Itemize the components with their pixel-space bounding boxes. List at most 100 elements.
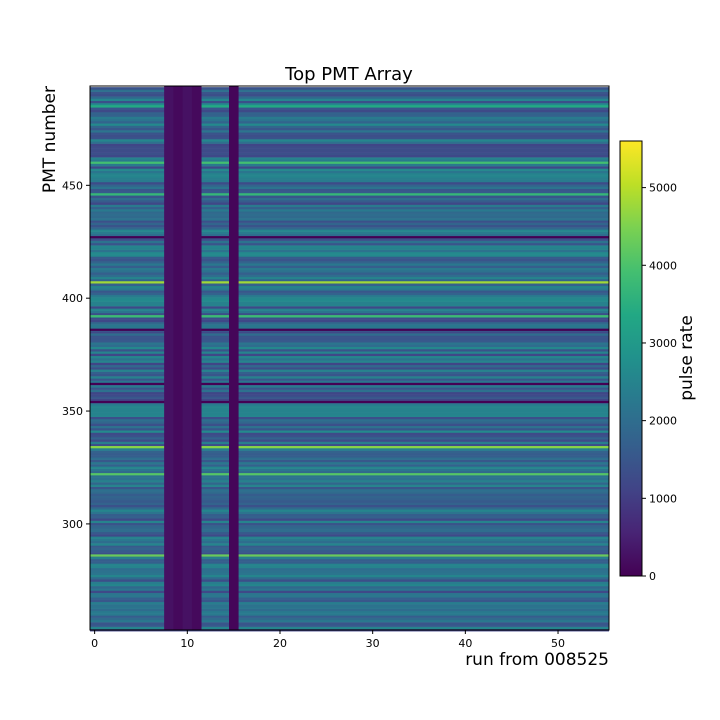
- pmt-row: [90, 409, 609, 413]
- pmt-row: [90, 145, 609, 149]
- pmt-row: [90, 285, 609, 289]
- pmt-row: [90, 477, 609, 481]
- pmt-row: [90, 475, 609, 478]
- pmt-row: [90, 102, 609, 106]
- pmt-row: [90, 360, 609, 363]
- pmt-row: [90, 89, 609, 92]
- pmt-row: [90, 339, 609, 343]
- pmt-row: [90, 466, 609, 469]
- plot-frame: [89, 85, 610, 631]
- pmt-row: [90, 396, 609, 399]
- pmt-row: [90, 136, 609, 140]
- pmt-row: [90, 570, 609, 573]
- y-tick-label: 400: [62, 292, 83, 305]
- pmt-row: [90, 373, 609, 377]
- pmt-row: [90, 622, 609, 625]
- pmt-row: [90, 543, 609, 546]
- pmt-row: [90, 561, 609, 564]
- pmt-row: [90, 482, 609, 485]
- pmt-row: [90, 423, 609, 427]
- x-tick-label: 0: [91, 637, 98, 650]
- pmt-row: [90, 114, 609, 117]
- pmt-row: [90, 120, 609, 124]
- pmt-row: [90, 172, 609, 176]
- pmt-row: [90, 326, 609, 329]
- pmt-row: [90, 168, 609, 171]
- pmt-row: [90, 179, 609, 183]
- pmt-row: [90, 308, 609, 311]
- pmt-row: [90, 545, 609, 548]
- pmt-row: [90, 148, 609, 151]
- pmt-row: [90, 583, 609, 587]
- pmt-row: [90, 610, 609, 614]
- pmt-row: [90, 303, 609, 307]
- hot-pmt-row: [90, 473, 609, 476]
- pmt-row: [90, 450, 609, 454]
- pmt-row: [90, 540, 609, 544]
- pmt-row: [90, 353, 609, 357]
- pmt-row: [90, 204, 609, 208]
- pmt-row: [90, 464, 609, 467]
- pmt-row: [90, 405, 609, 408]
- pmt-row: [90, 290, 609, 293]
- hot-pmt-row: [90, 446, 609, 449]
- pmt-row: [90, 269, 609, 273]
- pmt-row: [90, 91, 609, 95]
- pmt-row: [90, 369, 609, 372]
- pmt-row: [90, 534, 609, 537]
- pmt-row: [90, 588, 609, 591]
- pmt-row: [90, 294, 609, 298]
- pmt-row: [90, 342, 609, 345]
- pmt-row: [90, 556, 609, 560]
- x-tick-label: 10: [180, 637, 194, 650]
- pmt-row: [90, 116, 609, 120]
- pmt-row: [90, 118, 609, 122]
- dead-pmt-row: [90, 328, 609, 331]
- pmt-row: [90, 439, 609, 442]
- pmt-row: [90, 139, 609, 142]
- pmt-row: [90, 87, 609, 90]
- pmt-row: [90, 486, 609, 490]
- pmt-row: [90, 613, 609, 616]
- pmt-row: [90, 299, 609, 302]
- pmt-row: [90, 608, 609, 612]
- pmt-row: [90, 141, 609, 144]
- pmt-row: [90, 238, 609, 241]
- pmt-row: [90, 186, 609, 190]
- pmt-row: [90, 448, 609, 451]
- colorbar-tick-label: 5000: [649, 182, 677, 195]
- pmt-row: [90, 272, 609, 275]
- pmt-row: [90, 125, 609, 129]
- pmt-row: [90, 529, 609, 533]
- pmt-row: [90, 493, 609, 496]
- pmt-row: [90, 425, 609, 429]
- pmt-row: [90, 197, 609, 201]
- pmt-row: [90, 134, 609, 138]
- pmt-row: [90, 407, 609, 411]
- x-tick-label: 50: [551, 637, 565, 650]
- pmt-row: [90, 371, 609, 375]
- pmt-row: [90, 520, 609, 524]
- pmt-row: [90, 100, 609, 104]
- pmt-row: [90, 579, 609, 582]
- pmt-row: [90, 516, 609, 519]
- pmt-row: [90, 96, 609, 99]
- pmt-row: [90, 157, 609, 160]
- pmt-row: [90, 626, 609, 630]
- pmt-row: [90, 283, 609, 287]
- pmt-row: [90, 414, 609, 417]
- pmt-row: [90, 324, 609, 327]
- x-tick-label: 30: [366, 637, 380, 650]
- hot-pmt-row: [90, 281, 609, 284]
- pmt-row: [90, 274, 609, 278]
- pmt-row: [90, 258, 609, 262]
- colorbar-tick-label: 4000: [649, 259, 677, 272]
- pmt-row: [90, 595, 609, 598]
- pmt-row: [90, 251, 609, 255]
- pmt-row: [90, 317, 609, 320]
- pmt-row: [90, 619, 609, 623]
- pmt-row: [90, 202, 609, 205]
- pmt-row: [90, 344, 609, 348]
- pmt-row: [90, 254, 609, 257]
- pmt-row: [90, 416, 609, 420]
